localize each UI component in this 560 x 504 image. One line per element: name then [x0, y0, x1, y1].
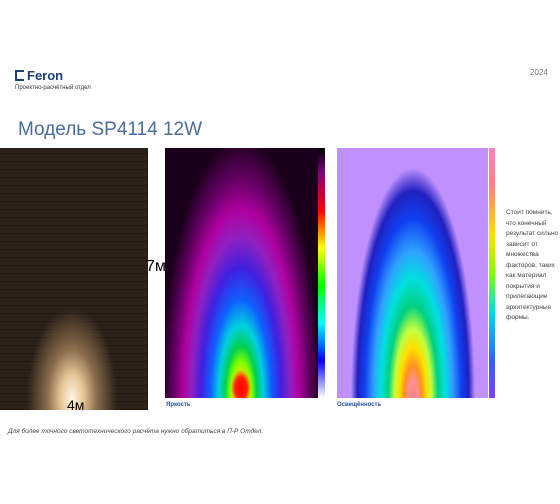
- logo: Feron: [15, 68, 63, 83]
- illuminance-scale: [489, 148, 495, 398]
- illuminance-caption: Освещённость: [337, 402, 382, 408]
- logo-icon: [15, 70, 24, 81]
- height-label: 7м: [146, 258, 166, 275]
- luminance-map: [165, 148, 318, 398]
- department: Проектно-расчётный отдел: [15, 85, 91, 91]
- logo-text: Feron: [27, 68, 64, 83]
- title: Модель SP4114 12W: [18, 119, 203, 140]
- year: 2024: [530, 68, 548, 77]
- footer: Для более точного светотехнического расч…: [8, 428, 264, 435]
- luminance-scale: [318, 148, 325, 398]
- luminance-caption: Яркость: [166, 402, 191, 408]
- width-label: 4м: [67, 397, 85, 413]
- illuminance-map: [337, 148, 488, 398]
- render-photo: [0, 148, 148, 410]
- note: Стоит помнить, что конечный результат си…: [506, 209, 559, 321]
